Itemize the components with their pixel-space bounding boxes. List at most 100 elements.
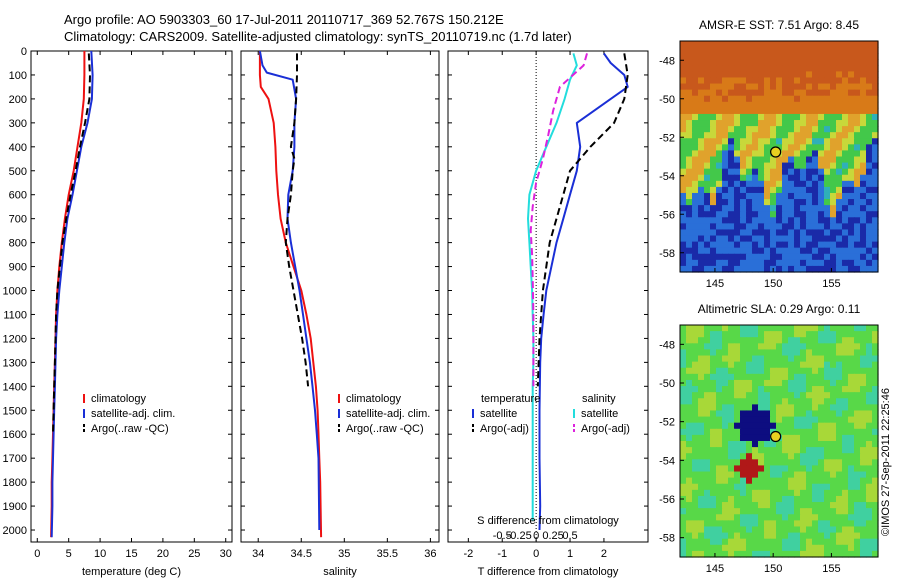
sla-map-cell bbox=[836, 483, 843, 491]
sla-map-cell bbox=[806, 337, 813, 344]
sla-map-cell bbox=[836, 477, 843, 485]
sst-map-cell bbox=[842, 168, 849, 176]
sst-map-cell bbox=[812, 174, 819, 182]
sst-map-cell bbox=[764, 229, 771, 237]
sla-map-cell bbox=[836, 379, 843, 387]
sla-map-cell bbox=[686, 495, 693, 503]
sst-map-cell bbox=[752, 89, 759, 97]
sst-map-cell bbox=[716, 223, 723, 231]
sla-map-cell bbox=[752, 495, 759, 503]
sla-map-cell bbox=[704, 520, 711, 528]
sst-map-cell bbox=[800, 89, 807, 97]
sla-map-cell bbox=[722, 410, 729, 418]
sst-map-cell bbox=[848, 162, 855, 170]
sst-map-cell bbox=[842, 101, 849, 109]
sla-map-cell bbox=[776, 325, 783, 332]
sla-map-cell bbox=[860, 428, 867, 436]
sst-map-cell bbox=[860, 162, 867, 170]
sla-map-cell bbox=[860, 508, 867, 515]
sst-map-cell bbox=[800, 77, 807, 85]
sst-map-cell bbox=[692, 192, 699, 200]
sst-map-cell bbox=[836, 247, 843, 255]
sla-map-cell bbox=[836, 331, 843, 338]
sst-map-cell bbox=[860, 259, 867, 267]
sst-map-cell bbox=[806, 229, 813, 237]
sla-map-cell bbox=[818, 520, 825, 528]
sla-map-cell bbox=[734, 367, 741, 375]
sst-map-cell bbox=[824, 41, 831, 48]
sst-map-cell bbox=[764, 235, 771, 243]
sla-map-cell bbox=[722, 538, 729, 546]
sst-map-cell bbox=[746, 95, 753, 103]
sst-map-cell bbox=[866, 41, 873, 48]
sst-map-cell bbox=[770, 223, 777, 231]
sst-map-cell bbox=[872, 89, 879, 97]
sla-map-cell bbox=[818, 398, 825, 405]
sst-map-cell bbox=[710, 101, 717, 109]
sst-map-cell bbox=[854, 59, 861, 66]
sst-map-cell bbox=[704, 65, 711, 72]
sla-map-cell bbox=[704, 538, 711, 546]
sst-map-cell bbox=[794, 186, 801, 194]
sla-map-cell bbox=[722, 471, 729, 479]
temperature-legend-label: Argo(..raw -QC) bbox=[91, 423, 169, 435]
sla-map-cell bbox=[794, 349, 801, 357]
sst-map-cell bbox=[854, 186, 861, 194]
sst-map-cell bbox=[698, 150, 705, 158]
sla-map-cell bbox=[854, 434, 861, 442]
sst-map-cell bbox=[740, 59, 747, 66]
sla-map-cell bbox=[830, 447, 837, 454]
sst-map-cell bbox=[794, 199, 801, 206]
sst-map-cell bbox=[830, 95, 837, 103]
sst-map-cell bbox=[872, 235, 879, 243]
sst-map-cell bbox=[752, 126, 759, 133]
sla-map-cell bbox=[746, 477, 753, 485]
sla-map-cell bbox=[740, 544, 747, 552]
sla-map-cell bbox=[704, 495, 711, 503]
sla-map-cell bbox=[686, 538, 693, 546]
sla-map-cell bbox=[722, 453, 729, 460]
sst-map-cell bbox=[842, 217, 849, 224]
sst-map-cell bbox=[776, 174, 783, 182]
sla-map-cell bbox=[836, 508, 843, 515]
sla-map-cell bbox=[860, 526, 867, 534]
sst-map-cell bbox=[692, 247, 699, 255]
sst-map-cell bbox=[728, 144, 735, 152]
sla-map-cell bbox=[698, 477, 705, 485]
sla-map-cell bbox=[740, 349, 747, 357]
sla-map-cell bbox=[782, 343, 789, 351]
sla-map-cell bbox=[818, 453, 825, 460]
sst-map-cell bbox=[812, 113, 819, 121]
sst-map-cell bbox=[680, 235, 687, 243]
sla-map-cell bbox=[758, 416, 765, 424]
sst-map-cell bbox=[752, 186, 759, 194]
sla-map-cell bbox=[698, 386, 705, 393]
sst-map-cell bbox=[806, 223, 813, 231]
sst-map-cell bbox=[764, 180, 771, 188]
sla-map-cell bbox=[734, 325, 741, 332]
sst-map-cell bbox=[758, 235, 765, 243]
sst-map-cell bbox=[752, 120, 759, 127]
sst-map-cell bbox=[752, 71, 759, 79]
sla-map-cell bbox=[776, 520, 783, 528]
sla-map-cell bbox=[782, 416, 789, 424]
sst-map-cell bbox=[704, 192, 711, 200]
sla-map-cell bbox=[686, 392, 693, 399]
sla-map-cell bbox=[686, 465, 693, 473]
sla-map-cell bbox=[782, 489, 789, 497]
sla-map-cell bbox=[848, 355, 855, 363]
sla-map-cell bbox=[842, 514, 849, 521]
sst-map-cell bbox=[746, 77, 753, 85]
sla-map-cell bbox=[842, 361, 849, 369]
sla-map-cell bbox=[824, 416, 831, 424]
sst-map-cell bbox=[680, 77, 687, 85]
sst-map-cell bbox=[782, 162, 789, 170]
sla-map-cell bbox=[824, 373, 831, 381]
sla-map-cell bbox=[830, 489, 837, 497]
sla-map-cell bbox=[806, 459, 813, 467]
sst-map-cell bbox=[728, 205, 735, 212]
sla-map-cell bbox=[752, 392, 759, 399]
sla-map-cell bbox=[728, 453, 735, 460]
sst-map-cell bbox=[824, 259, 831, 267]
sst-map-cell bbox=[746, 168, 753, 176]
